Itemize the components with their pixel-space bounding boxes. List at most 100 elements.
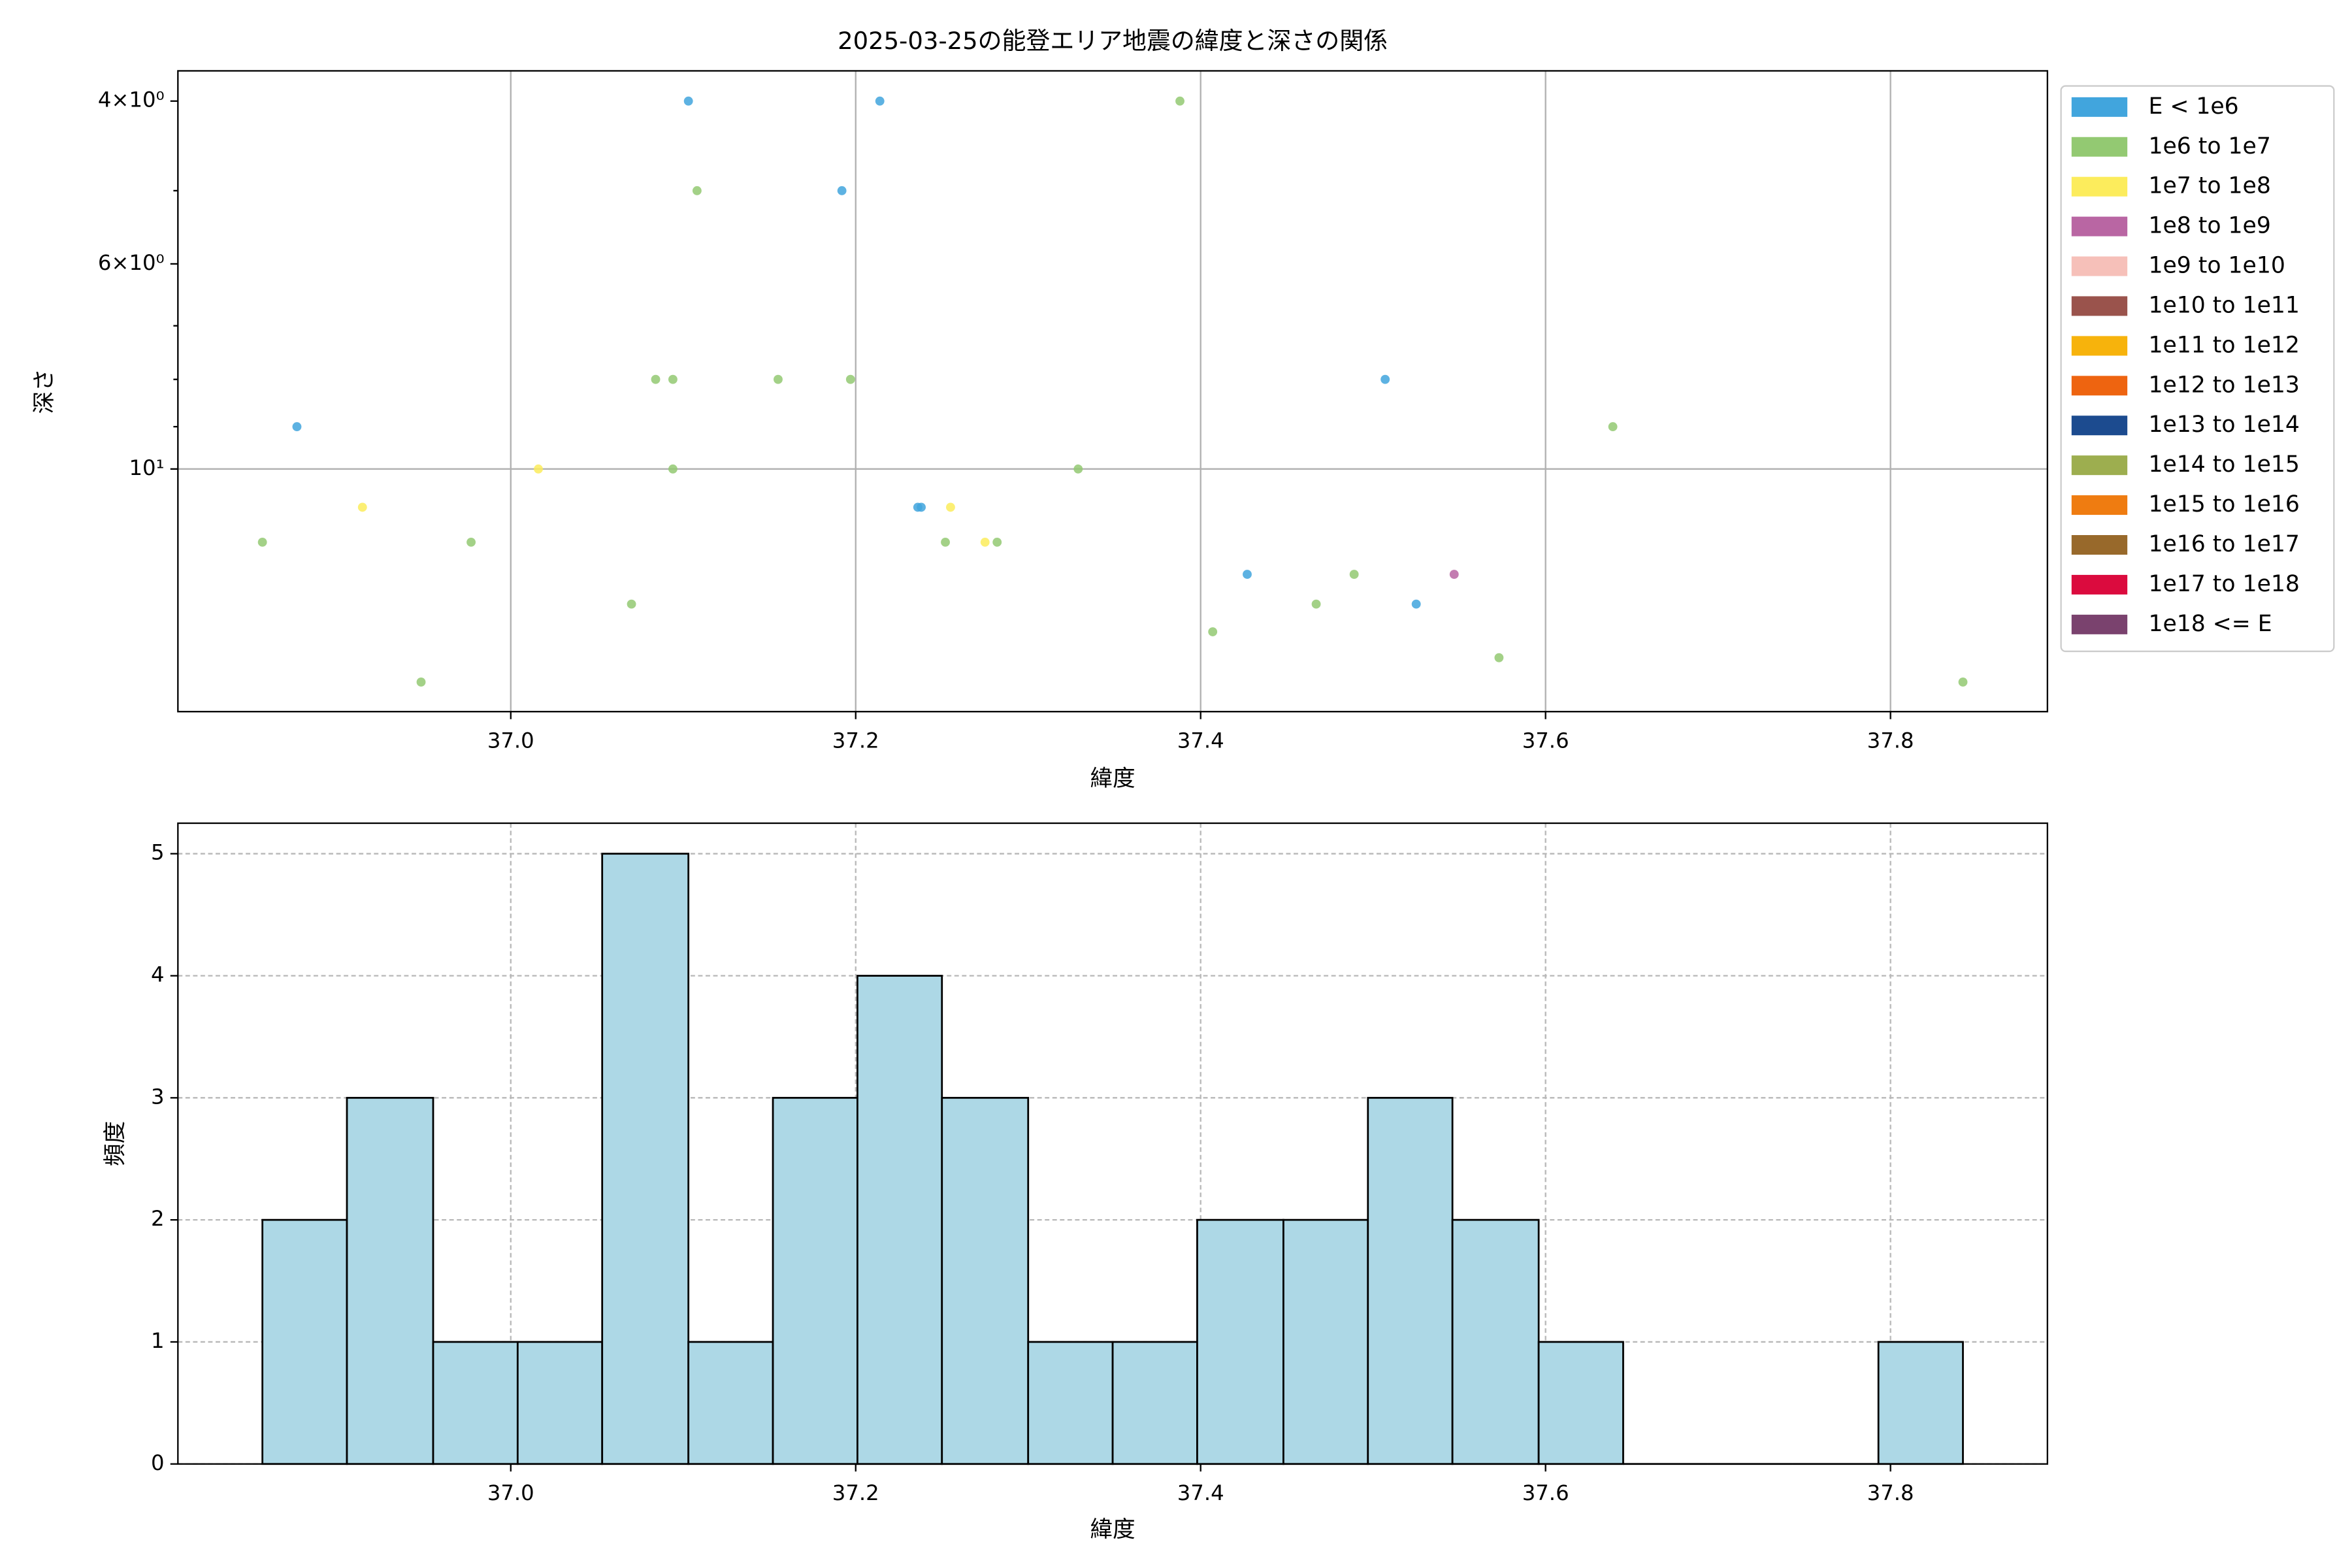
scatter-point <box>292 422 302 432</box>
histogram-bar <box>432 1341 519 1465</box>
x-tick-label: 37.0 <box>487 728 534 753</box>
y-tick-label: 10¹ <box>129 455 164 480</box>
histogram-bar <box>857 975 943 1465</box>
legend-label: 1e6 to 1e7 <box>2148 133 2270 159</box>
y-tick-label: 3 <box>151 1084 165 1109</box>
y-axis-label: 頻度 <box>103 1121 129 1166</box>
legend-swatch <box>2071 176 2128 197</box>
scatter-point <box>1311 599 1321 609</box>
histogram-bar <box>1877 1341 1964 1465</box>
legend-box <box>2060 85 2335 653</box>
legend-label: 1e12 to 1e13 <box>2148 372 2299 398</box>
legend-swatch <box>2071 535 2128 555</box>
scatter-point <box>668 374 678 384</box>
legend-swatch <box>2071 416 2128 436</box>
scatter-point <box>837 186 847 195</box>
legend-swatch <box>2071 614 2128 634</box>
legend-label: 1e14 to 1e15 <box>2148 451 2299 478</box>
y-tick-label: 0 <box>151 1450 165 1475</box>
y-tick-label: 1 <box>151 1328 165 1353</box>
scatter-point <box>627 599 636 609</box>
scatter-point <box>466 537 476 547</box>
y-tick-label: 4 <box>151 962 165 987</box>
scatter-point <box>1449 570 1459 580</box>
chart-title: 2025-03-25の能登エリア地震の緯度と深さの関係 <box>838 27 1388 55</box>
scatter-point <box>992 537 1002 547</box>
legend-swatch <box>2071 495 2128 515</box>
scatter-point <box>534 464 543 474</box>
x-axis-label: 緯度 <box>1090 766 1135 792</box>
x-tick-label: 37.6 <box>1522 728 1569 753</box>
histogram-bar <box>1027 1341 1114 1465</box>
legend-label: 1e7 to 1e8 <box>2148 173 2270 199</box>
scatter-point <box>357 502 367 512</box>
scatter-point <box>1349 570 1359 580</box>
scatter-point <box>692 186 702 195</box>
histogram-bar <box>601 853 690 1465</box>
scatter-point <box>257 537 267 547</box>
y-axis-label: 深さ <box>31 368 57 414</box>
x-tick-label: 37.0 <box>487 1480 534 1505</box>
scatter-point <box>1243 570 1252 580</box>
legend-swatch <box>2071 574 2128 595</box>
histogram-bar <box>941 1096 1030 1465</box>
scatter-point <box>1958 678 1968 687</box>
legend-swatch <box>2071 216 2128 237</box>
scatter-point <box>416 678 426 687</box>
histogram-bar <box>1451 1218 1540 1465</box>
legend-swatch <box>2071 256 2128 276</box>
scatter-point <box>941 537 950 547</box>
histogram-bar <box>346 1096 434 1465</box>
histogram-bar <box>1111 1341 1198 1465</box>
y-tick-label: 4×10⁰ <box>98 88 165 112</box>
legend-label: E < 1e6 <box>2148 93 2238 120</box>
legend-swatch <box>2071 97 2128 117</box>
scatter-point <box>1073 464 1083 474</box>
scatter-point <box>917 502 926 512</box>
y-tick-label: 2 <box>151 1206 165 1231</box>
scatter-point <box>875 96 885 106</box>
y-tick-label: 6×10⁰ <box>98 250 165 275</box>
legend-swatch <box>2071 296 2128 316</box>
scatter-point <box>1411 599 1421 609</box>
histogram-bar <box>687 1341 774 1465</box>
scatter-point <box>1380 374 1390 384</box>
scatter-point <box>1608 422 1618 432</box>
histogram-bar <box>1537 1341 1624 1465</box>
scatter-point <box>683 96 693 106</box>
scatter-point <box>1208 627 1218 636</box>
x-tick-label: 37.2 <box>832 1480 879 1505</box>
legend-label: 1e15 to 1e16 <box>2148 491 2299 517</box>
scatter-point <box>651 374 661 384</box>
legend-label: 1e16 to 1e17 <box>2148 531 2299 557</box>
histogram-bar <box>1367 1096 1454 1465</box>
scatter-point <box>845 374 855 384</box>
scatter-point <box>980 537 990 547</box>
histogram-bar <box>772 1096 858 1465</box>
x-tick-label: 37.2 <box>832 728 879 753</box>
histogram-bar <box>261 1218 348 1465</box>
legend-label: 1e8 to 1e9 <box>2148 213 2270 239</box>
legend-label: 1e13 to 1e14 <box>2148 412 2299 438</box>
x-tick-label: 37.4 <box>1177 1480 1224 1505</box>
legend-swatch <box>2071 336 2128 356</box>
legend-swatch <box>2071 376 2128 396</box>
legend-swatch <box>2071 455 2128 476</box>
histogram-bar <box>1282 1218 1369 1465</box>
legend-label: 1e10 to 1e11 <box>2148 292 2299 318</box>
x-tick-label: 37.8 <box>1867 728 1914 753</box>
x-tick-label: 37.8 <box>1867 1480 1914 1505</box>
scatter-point <box>668 464 678 474</box>
scatter-point <box>946 502 955 512</box>
legend-label: 1e9 to 1e10 <box>2148 253 2285 279</box>
legend-label: 1e11 to 1e12 <box>2148 332 2299 358</box>
plot-frame <box>177 822 2048 1465</box>
x-tick-label: 37.4 <box>1177 728 1224 753</box>
scatter-point <box>1175 96 1184 106</box>
legend-label: 1e18 <= E <box>2148 611 2272 637</box>
legend-label: 1e17 to 1e18 <box>2148 571 2299 597</box>
legend-swatch <box>2071 137 2128 157</box>
scatter-point <box>774 374 783 384</box>
legend: E < 1e6 1e6 to 1e7 1e7 to 1e8 1e8 to 1e9 1e9… <box>2060 85 2335 653</box>
